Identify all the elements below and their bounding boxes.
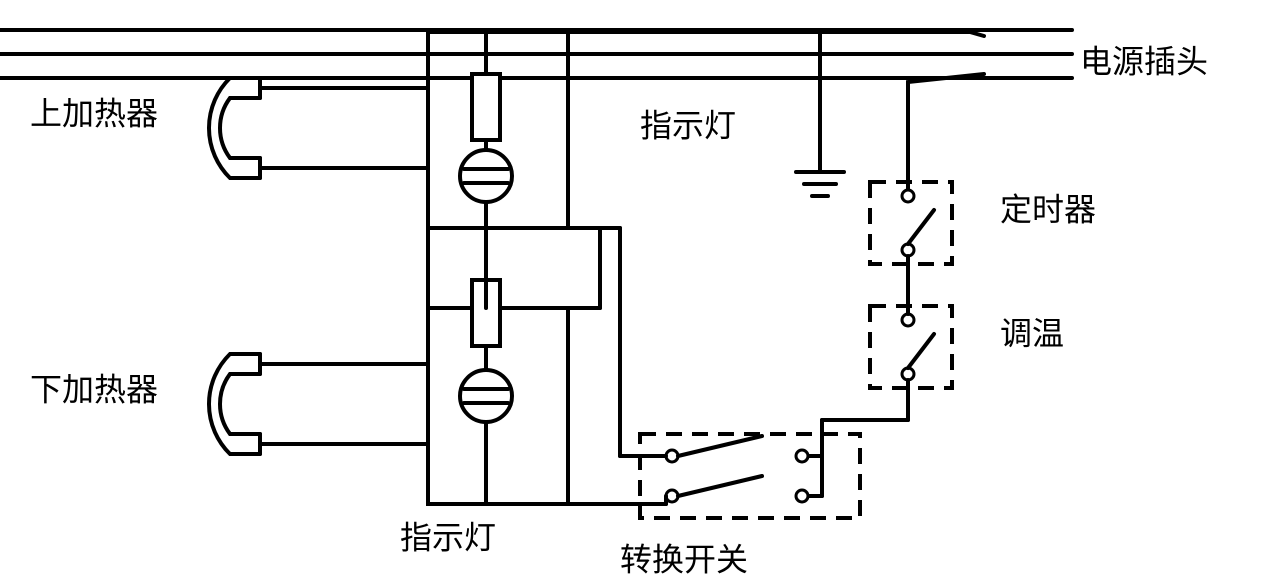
plug-hot-wire — [908, 74, 984, 190]
heater-outer-lower — [209, 354, 260, 454]
upper-heater-label: 上加热器 — [30, 95, 158, 131]
indicator-lamp-upper — [460, 150, 512, 202]
timer-switch-top-node — [902, 190, 914, 202]
indicator-lamp-lower — [460, 370, 512, 422]
changeover-lever-0 — [678, 436, 762, 456]
changeover-box — [640, 434, 860, 518]
thermostat-label: 调温 — [1000, 315, 1064, 351]
indicator-bot-label: 指示灯 — [400, 519, 496, 555]
heater-inner-lower — [220, 374, 260, 434]
thermostat-switch-lever — [908, 334, 934, 368]
indicator-top-label: 指示灯 — [640, 107, 736, 143]
heater-outer-upper — [209, 78, 260, 178]
changeover-right-node-0 — [796, 450, 808, 462]
plug-label: 电源插头 — [1080, 43, 1208, 79]
heater-inner-upper — [220, 98, 260, 158]
plug-neutral-wire — [970, 32, 984, 36]
lower-heater-label: 下加热器 — [30, 371, 158, 407]
timer-label: 定时器 — [1000, 191, 1096, 227]
changeover-right-node-1 — [796, 490, 808, 502]
changeover-label: 转换开关 — [620, 541, 748, 577]
resistor-upper — [472, 74, 500, 140]
changeover-lever-1 — [678, 476, 762, 496]
timer-switch-lever — [908, 210, 934, 244]
